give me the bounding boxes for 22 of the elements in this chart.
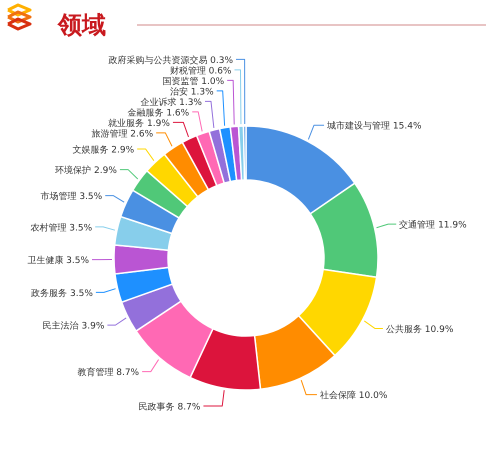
slice-label: 治安 1.3% — [170, 86, 214, 98]
slice-label: 交通管理 11.9% — [399, 220, 468, 231]
slice-label: 教育管理 8.7% — [77, 367, 140, 378]
slice-label: 就业服务 1.9% — [108, 118, 170, 129]
slice-label: 政府采购与公共资源交易 0.3% — [108, 54, 234, 66]
slice-label: 农村管理 3.5% — [30, 222, 93, 234]
slice-label: 国资监管 1.0% — [162, 76, 225, 87]
slice-label: 公共服务 10.9% — [386, 324, 454, 335]
slice-label: 城市建设与管理 15.4% — [326, 120, 422, 132]
slice-label: 企业诉求 1.3% — [140, 96, 202, 108]
slice-label: 旅游管理 2.6% — [91, 128, 154, 140]
slice-label: 政务服务 3.5% — [31, 288, 94, 299]
slice-label: 卫生健康 3.5% — [27, 255, 90, 266]
slice-label: 环境保护 2.9% — [55, 165, 118, 176]
slice-label: 金融服务 1.6% — [127, 107, 190, 118]
slice-label: 市场管理 3.5% — [40, 191, 103, 202]
slice-label: 社会保障 10.0% — [320, 390, 388, 402]
slice-label: 文娱服务 2.9% — [72, 144, 135, 156]
slice-label: 民政事务 8.7% — [138, 402, 201, 412]
slice-label: 民主法治 3.9% — [42, 320, 105, 332]
chart-title: 领域 — [57, 11, 106, 39]
slice-label: 财税管理 0.6% — [170, 65, 232, 76]
